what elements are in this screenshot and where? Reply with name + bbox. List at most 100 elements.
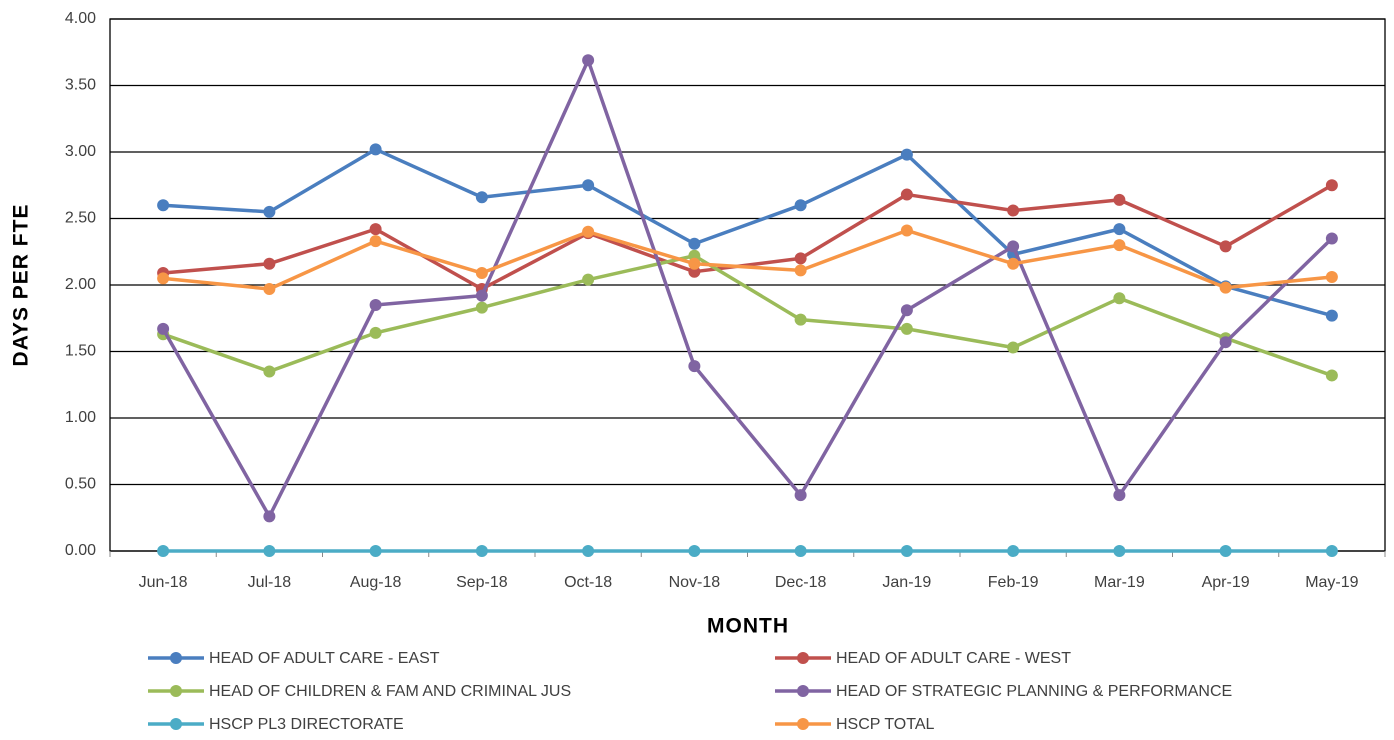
- data-point: [475, 191, 488, 204]
- series-line: [163, 147, 1333, 318]
- data-point: [263, 205, 276, 218]
- y-tick-label: 1.50: [65, 343, 96, 360]
- data-point: [369, 298, 382, 311]
- data-point: [688, 257, 701, 270]
- x-tick-label: Jul-18: [248, 574, 292, 591]
- data-point: [369, 223, 382, 236]
- data-point: [688, 360, 701, 373]
- data-point: [263, 545, 276, 557]
- data-point: [582, 179, 595, 192]
- legend-marker: [797, 685, 809, 697]
- y-tick-label: 0.50: [65, 476, 96, 493]
- legend-marker: [797, 718, 809, 730]
- data-point: [794, 199, 807, 212]
- x-tick-label: Jun-18: [139, 574, 188, 591]
- data-point: [369, 326, 382, 339]
- data-point: [157, 272, 170, 285]
- data-point: [794, 545, 807, 557]
- data-point: [1219, 281, 1232, 294]
- data-point: [1219, 545, 1232, 557]
- y-tick-label: 1.00: [65, 409, 96, 426]
- data-point: [900, 224, 913, 237]
- series-line: [162, 183, 1333, 291]
- legend-marker: [170, 685, 182, 697]
- data-point: [475, 301, 488, 314]
- data-point: [157, 199, 170, 212]
- y-tick-label: 4.00: [65, 10, 96, 27]
- data-point: [1325, 545, 1338, 557]
- data-point: [369, 545, 382, 557]
- data-point: [688, 237, 701, 250]
- data-point: [475, 267, 488, 280]
- data-point: [1219, 336, 1232, 349]
- data-point: [1007, 240, 1020, 253]
- legend-label: HEAD OF ADULT CARE - EAST: [209, 650, 440, 667]
- data-point: [1113, 489, 1126, 502]
- data-point: [1113, 545, 1126, 557]
- x-tick-label: Mar-19: [1094, 574, 1145, 591]
- data-point: [688, 545, 701, 557]
- series-line: [161, 58, 1334, 519]
- data-point: [263, 365, 276, 378]
- data-point: [900, 188, 913, 201]
- data-point: [1325, 369, 1338, 382]
- data-point: [1325, 179, 1338, 192]
- legend-marker: [170, 652, 182, 664]
- data-point: [794, 264, 807, 277]
- y-tick-label: 2.00: [65, 276, 96, 293]
- data-point: [157, 322, 170, 335]
- y-tick-label: 3.00: [65, 143, 96, 160]
- data-point: [475, 545, 488, 557]
- data-point: [582, 54, 595, 67]
- data-point: [1325, 271, 1338, 284]
- x-tick-label: Nov-18: [669, 574, 721, 591]
- x-tick-label: Dec-18: [775, 574, 827, 591]
- x-axis-title: MONTH: [707, 615, 789, 638]
- y-axis-title: DAYS PER FTE: [10, 204, 33, 367]
- data-point: [369, 143, 382, 156]
- data-point: [582, 273, 595, 286]
- legend-marker: [170, 718, 182, 730]
- data-point: [263, 282, 276, 295]
- legend-label: HSCP TOTAL: [836, 716, 935, 733]
- data-point: [1219, 240, 1232, 253]
- data-point: [1113, 193, 1126, 206]
- data-point: [369, 235, 382, 248]
- series-line: [162, 228, 1333, 291]
- data-point: [1007, 341, 1020, 354]
- series-line: [162, 253, 1333, 378]
- y-tick-label: 3.50: [65, 77, 96, 94]
- data-point: [900, 545, 913, 557]
- legend-label: HSCP PL3 DIRECTORATE: [209, 716, 404, 733]
- y-tick-label: 2.50: [65, 210, 96, 227]
- x-tick-label: Apr-19: [1202, 574, 1250, 591]
- data-point: [900, 148, 913, 161]
- y-tick-label: 0.00: [65, 542, 96, 559]
- data-point: [263, 510, 276, 523]
- data-point: [1113, 223, 1126, 236]
- x-tick-label: Feb-19: [988, 574, 1039, 591]
- legend-label: HEAD OF CHILDREN & FAM AND CRIMINAL JUS: [209, 683, 571, 700]
- legend-label: HEAD OF STRATEGIC PLANNING & PERFORMANCE: [836, 683, 1232, 700]
- x-tick-label: May-19: [1305, 574, 1358, 591]
- data-point: [1007, 257, 1020, 270]
- x-tick-label: Sep-18: [456, 574, 508, 591]
- x-tick-label: Oct-18: [564, 574, 612, 591]
- legend-label: HEAD OF ADULT CARE - WEST: [836, 650, 1071, 667]
- data-point: [263, 257, 276, 270]
- data-point: [794, 489, 807, 502]
- data-point: [1007, 545, 1020, 557]
- data-point: [900, 322, 913, 335]
- data-point: [794, 252, 807, 265]
- legend-marker: [797, 652, 809, 664]
- data-point: [475, 289, 488, 302]
- data-point: [900, 304, 913, 317]
- data-point: [157, 545, 170, 557]
- data-point: [1325, 309, 1338, 322]
- data-point: [794, 313, 807, 326]
- data-point: [1113, 239, 1126, 252]
- data-point: [1113, 292, 1126, 305]
- x-tick-label: Aug-18: [350, 574, 402, 591]
- data-point: [1325, 232, 1338, 245]
